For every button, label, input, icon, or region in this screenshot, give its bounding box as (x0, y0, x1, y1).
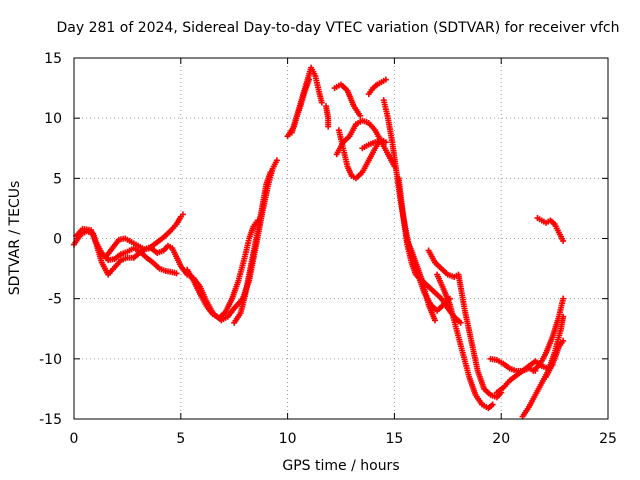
series-trace-w (543, 337, 567, 380)
data-point (173, 270, 180, 277)
series-trace-p (404, 237, 438, 324)
data-point (273, 157, 280, 164)
plot-frame (73, 57, 609, 420)
series-trace-d (184, 217, 261, 321)
series-trace-c (103, 211, 186, 260)
series-trace-r (434, 271, 496, 412)
y-tick-label: 10 (44, 111, 62, 127)
data-point (489, 401, 496, 408)
data-point (560, 237, 567, 244)
series-trace-k (331, 81, 364, 119)
data-point (179, 211, 186, 218)
y-tick-label: -10 (39, 352, 62, 368)
data-point (560, 337, 567, 344)
data-point (457, 319, 464, 326)
x-tick-label: 15 (385, 431, 403, 447)
y-tick-label: 5 (53, 171, 62, 187)
series-trace-h (323, 103, 332, 130)
x-axis-label: GPS time / hours (282, 458, 399, 474)
series-trace-l (359, 136, 389, 152)
series-trace-q (425, 247, 505, 401)
y-tick-label: -15 (39, 412, 62, 428)
x-tick-label: 5 (176, 431, 185, 447)
data-point (431, 317, 438, 324)
data-points (71, 64, 567, 420)
series-trace-x (534, 215, 567, 244)
chart-title: Day 281 of 2024, Sidereal Day-to-day VTE… (56, 20, 619, 36)
data-point (357, 112, 364, 119)
data-point (382, 76, 389, 83)
y-tick-label: -5 (48, 292, 62, 308)
data-point (325, 123, 332, 130)
series-trace-j (335, 127, 383, 182)
y-tick-label: 0 (53, 232, 62, 248)
data-point (560, 295, 567, 302)
x-tick-label: 20 (492, 431, 510, 447)
data-point (318, 99, 325, 106)
y-axis-label: SDTVAR / TECUs (7, 181, 23, 296)
x-tick-label: 0 (70, 431, 79, 447)
series-trace-b (73, 225, 180, 277)
data-point (267, 169, 274, 176)
axes: 0 5 10 15 20 25 -15 -10 -5 0 5 10 15 (39, 51, 617, 447)
data-point (305, 76, 312, 83)
series-trace-v (530, 295, 567, 374)
series-trace-g (288, 76, 312, 136)
x-tick-label: 25 (599, 431, 617, 447)
x-tick-label: 10 (279, 431, 297, 447)
data-point (382, 139, 389, 146)
y-tick-label: 15 (44, 51, 62, 67)
series-trace-m (365, 76, 389, 98)
series-trace-e (231, 169, 274, 326)
